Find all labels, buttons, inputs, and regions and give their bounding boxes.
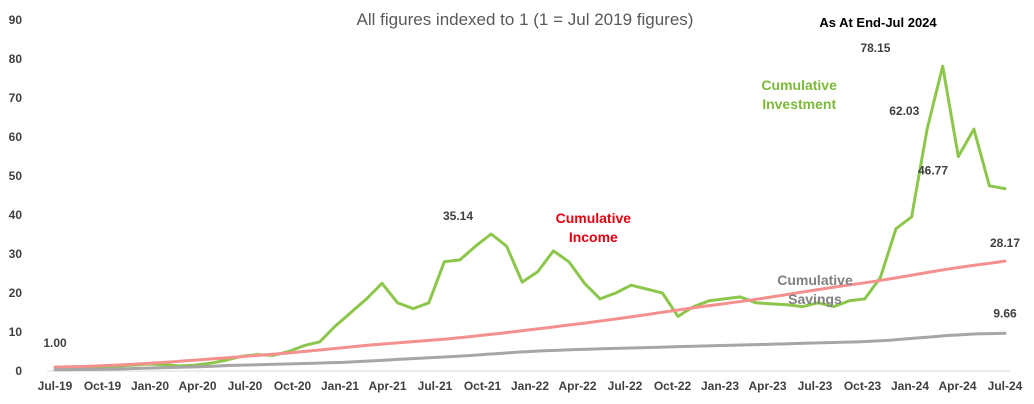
data-label: 1.00: [43, 336, 67, 350]
series-line-2: [53, 259, 1007, 369]
y-tick-label: 70: [9, 91, 23, 105]
x-tick-label: Apr-23: [748, 379, 786, 393]
chart-title: All figures indexed to 1 (1 = Jul 2019 f…: [357, 10, 694, 29]
x-tick-label: Apr-22: [558, 379, 596, 393]
series-label-line: Cumulative: [556, 210, 632, 226]
x-tick-label: Jan-20: [131, 379, 169, 393]
y-tick-label: 10: [9, 325, 23, 339]
x-tick-label: Oct-22: [654, 379, 692, 393]
y-tick-label: 20: [9, 286, 23, 300]
x-tick-label: Jul-19: [38, 379, 73, 393]
x-tick-label: Jul-23: [798, 379, 833, 393]
data-label: 78.15: [860, 41, 890, 55]
data-labels: 1.00 35.14 78.15 62.03 46.77 28.17 9.66: [43, 41, 1020, 350]
x-tick-label: Jul-20: [228, 379, 263, 393]
x-tick-label: Jul-21: [418, 379, 453, 393]
x-tick-label: Oct-19: [84, 379, 122, 393]
data-label: 46.77: [918, 164, 948, 178]
y-tick-label: 0: [15, 364, 22, 378]
data-label: 35.14: [443, 209, 473, 223]
y-tick-label: 90: [9, 13, 23, 27]
series-label-line: Cumulative: [777, 272, 853, 288]
as-at-annotation: As At End-Jul 2024: [819, 15, 937, 30]
x-tick-label: Oct-21: [464, 379, 502, 393]
series-lines: [53, 64, 1007, 372]
x-tick-label: Jul-22: [608, 379, 643, 393]
series-label-line: Income: [569, 229, 618, 245]
x-tick-label: Jan-24: [891, 379, 929, 393]
series-label: Cumulative Income: [556, 210, 632, 245]
series-label-line: Investment: [762, 96, 836, 112]
x-tick-label: Oct-20: [274, 379, 312, 393]
y-tick-label: 30: [9, 247, 23, 261]
x-tick-label: Jan-23: [701, 379, 739, 393]
x-axis: Jul-19 Oct-19 Jan-20 Apr-20 Jul-20 Oct-20 Jan-…: [38, 370, 1023, 393]
y-tick-label: 40: [9, 208, 23, 222]
series-line-3: [53, 331, 1007, 372]
y-tick-label: 60: [9, 130, 23, 144]
data-label: 9.66: [993, 306, 1017, 320]
y-tick-label: 80: [9, 52, 23, 66]
x-tick-label: Apr-21: [368, 379, 406, 393]
x-tick-label: Jul-24: [988, 379, 1023, 393]
x-tick-label: Oct-23: [844, 379, 882, 393]
x-tick-label: Jan-22: [511, 379, 549, 393]
y-tick-label: 50: [9, 169, 23, 183]
x-tick-label: Apr-20: [178, 379, 216, 393]
x-tick-label: Apr-24: [938, 379, 976, 393]
series-label: Cumulative Savings: [777, 272, 853, 307]
series-label-line: Savings: [788, 291, 842, 307]
series-line-1: [53, 64, 1007, 370]
series-label: Cumulative Investment: [761, 77, 837, 112]
data-label: 62.03: [889, 104, 919, 118]
data-label: 28.17: [990, 236, 1020, 250]
y-axis: 0 10 20 30 40 50 60 70 80 90: [9, 13, 23, 378]
x-tick-label: Jan-21: [321, 379, 359, 393]
series-label-line: Cumulative: [761, 77, 837, 93]
